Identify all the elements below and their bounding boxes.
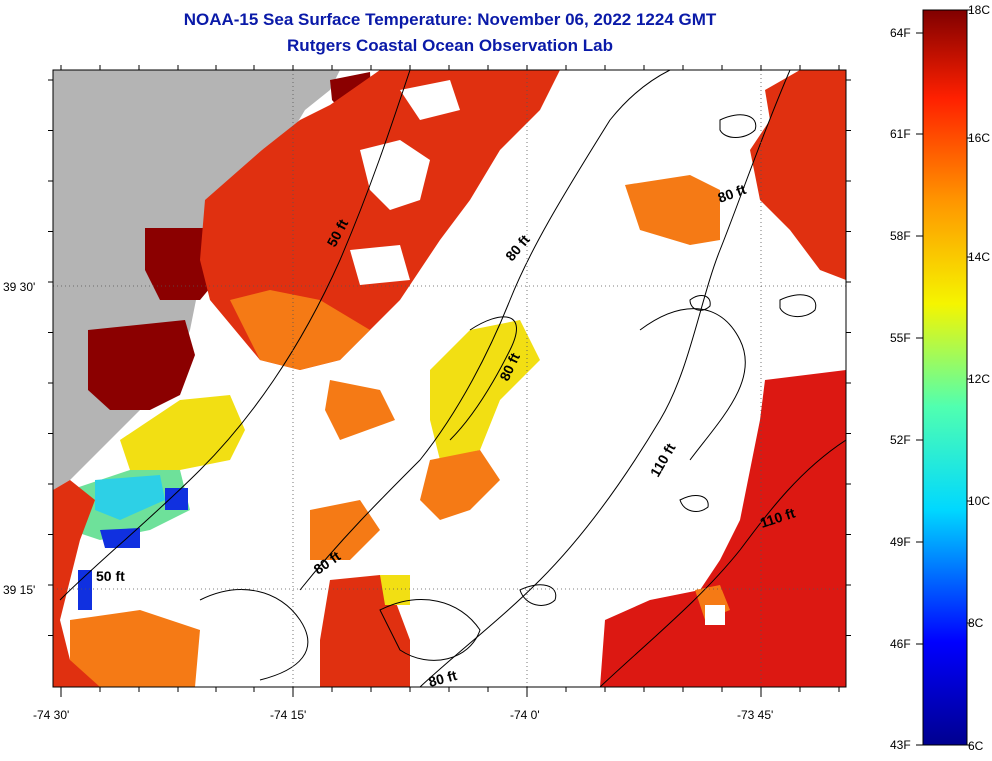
lon-label: -74 30' (33, 708, 69, 722)
colorbar-c-label: 16C (968, 131, 991, 145)
lon-label: -73 45' (737, 708, 773, 722)
grid-lines (53, 70, 846, 687)
lon-label: -74 0' (510, 708, 540, 722)
sst-patch-red (750, 70, 846, 280)
colorbar-c-label: 12C (968, 372, 991, 386)
sst-patch-orange (310, 500, 380, 560)
depth-label: 50 ft (96, 568, 125, 584)
colorbar-f-label: 43F (890, 738, 911, 752)
axis-ticks (48, 65, 851, 697)
sst-patch-white-gap (705, 605, 725, 625)
sst-patch-blue (100, 528, 140, 548)
sst-patch-orange (230, 290, 370, 370)
colorbar-f-label: 58F (890, 229, 911, 243)
colorbar-c-label: 10C (968, 494, 991, 508)
lat-label: 39 15' (3, 583, 35, 597)
lon-label: -74 15' (270, 708, 306, 722)
colorbar-c-label: 6C (968, 739, 984, 753)
sst-patch-white-gap (360, 140, 430, 210)
colorbar-c-label: 18C (968, 3, 991, 17)
sst-patch-white-gap (95, 560, 175, 600)
colorbar-f-label: 55F (890, 331, 911, 345)
sst-patch-orange (625, 175, 720, 245)
colorbar (922, 9, 968, 746)
colorbar-f-label: 52F (890, 433, 911, 447)
sst-patch-yellow (430, 320, 540, 460)
map-title: NOAA-15 Sea Surface Temperature: Novembe… (183, 10, 717, 29)
sst-patch-orange (420, 450, 500, 520)
colorbar-f-label: 61F (890, 127, 911, 141)
sst-patch-blue (165, 488, 188, 510)
colorbar-f-label: 49F (890, 535, 911, 549)
sst-patch-orange (70, 610, 200, 687)
lat-label: 39 30' (3, 280, 35, 294)
sst-patch-red (600, 370, 846, 687)
colorbar-c-label: 14C (968, 250, 991, 264)
colorbar-ticks (916, 9, 972, 746)
sst-patch-white-gap (350, 245, 410, 285)
sst-patch-yellow (120, 395, 245, 470)
sst-patch-orange (325, 380, 395, 440)
sst-patch-cyan (95, 475, 165, 520)
colorbar-f-label: 64F (890, 26, 911, 40)
colorbar-c-label: 8C (968, 616, 984, 630)
map-subtitle: Rutgers Coastal Ocean Observation Lab (287, 36, 613, 55)
sst-patch-white-gap (400, 80, 460, 120)
colorbar-f-label: 46F (890, 637, 911, 651)
bathymetry-contours (59, 70, 846, 687)
sst-patch-yellow (380, 575, 410, 605)
dark-red-patch (88, 320, 195, 410)
depth-label: 80 ft (427, 667, 459, 690)
